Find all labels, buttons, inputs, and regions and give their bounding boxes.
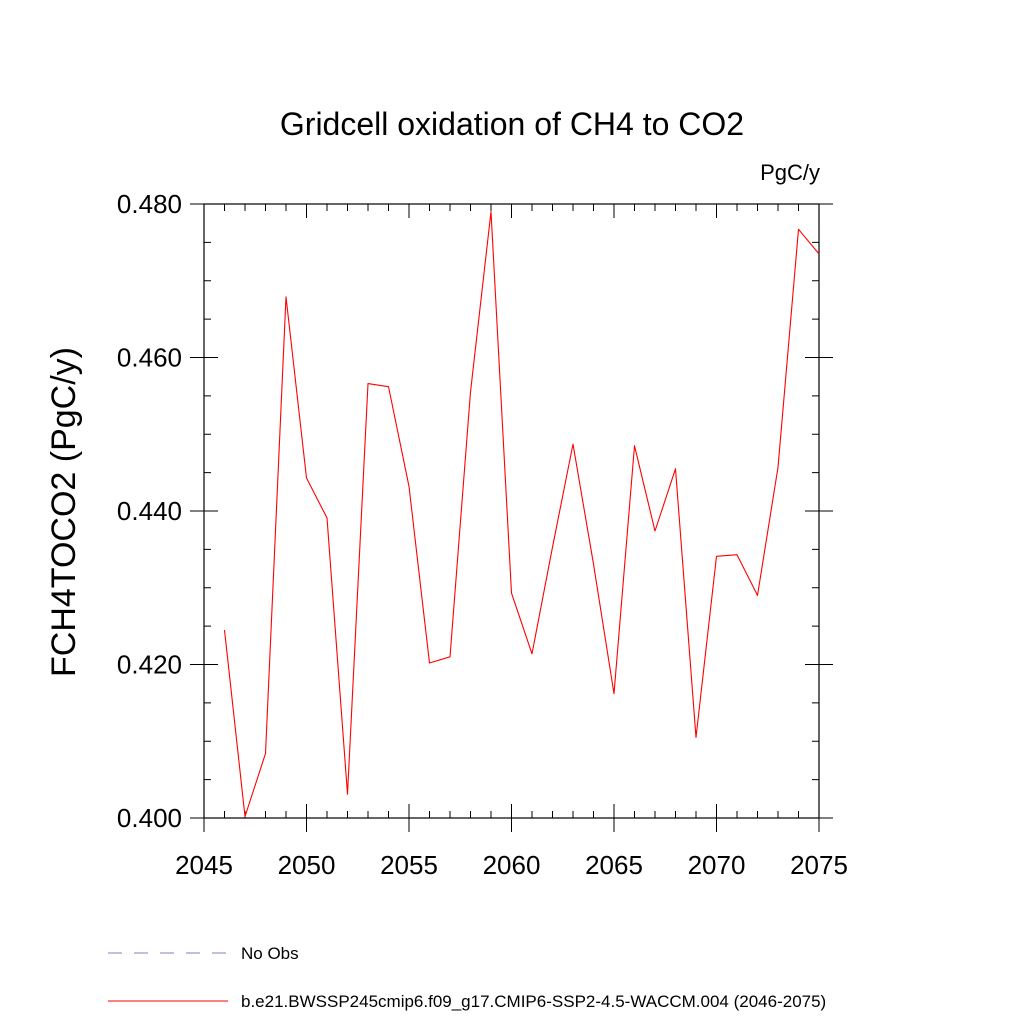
x-tick-label: 2060 — [483, 850, 541, 880]
axis-ticks: 2045 2050 2055 2060 2065 2070 2075 0.400 0.420 0.… — [117, 189, 848, 880]
chart-title: Gridcell oxidation of CH4 to CO2 — [280, 106, 744, 142]
y-tick-label: 0.400 — [117, 803, 182, 833]
x-tick-label: 2065 — [585, 850, 643, 880]
legend: No Obs b.e21.BWSSP245cmip6.f09_g17.CMIP6-… — [108, 944, 826, 1011]
series-line — [223, 211, 820, 818]
series-group — [223, 211, 820, 818]
units-label: PgC/y — [760, 160, 820, 185]
y-tick-label: 0.440 — [117, 496, 182, 526]
plot-frame — [203, 203, 820, 819]
x-tick-label: 2055 — [380, 850, 438, 880]
x-tick-label: 2050 — [278, 850, 336, 880]
y-axis-label: FCH4TOCO2 (PgC/y) — [45, 347, 83, 677]
x-tick-label: 2045 — [175, 850, 233, 880]
x-tick-label: 2075 — [790, 850, 848, 880]
legend-label: b.e21.BWSSP245cmip6.f09_g17.CMIP6-SSP2-4… — [241, 992, 826, 1011]
legend-label: No Obs — [241, 944, 299, 963]
y-tick-label: 0.480 — [117, 189, 182, 219]
y-tick-label: 0.420 — [117, 650, 182, 680]
x-tick-label: 2070 — [688, 850, 746, 880]
y-tick-label: 0.460 — [117, 343, 182, 373]
